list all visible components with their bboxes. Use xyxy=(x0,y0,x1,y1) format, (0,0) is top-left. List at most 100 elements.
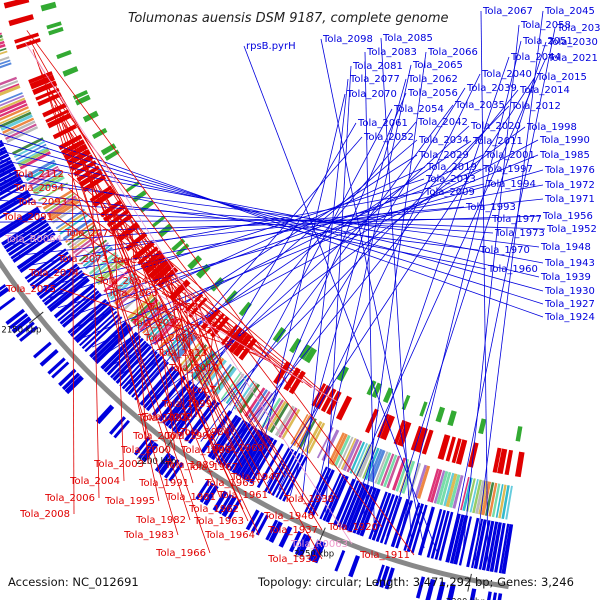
gc-skew-tick xyxy=(56,50,72,60)
gene-label: cobT xyxy=(192,385,217,396)
reverse-gene-arrow xyxy=(14,32,40,44)
gene-label: Tola_1969 xyxy=(213,443,264,454)
gene-label: Tola_1999 xyxy=(161,399,212,410)
forward-gene-arrow xyxy=(3,219,48,250)
gc-skew-tick xyxy=(151,215,166,228)
gene-label: Tola_1966 xyxy=(155,548,206,559)
gc-skew-tick xyxy=(435,406,446,423)
label-connector-line xyxy=(113,208,125,482)
cog-category-block xyxy=(203,359,227,389)
gene-label: Tola_2081 xyxy=(352,61,403,72)
forward-gene-arrow xyxy=(371,492,392,541)
forward-gene-arrow xyxy=(0,179,24,196)
cog-category-block xyxy=(96,261,125,285)
gene-label: Tola_1967 xyxy=(187,462,238,473)
gene-label: Tola_2009 xyxy=(424,187,475,198)
cog-category-block xyxy=(0,83,20,93)
gc-skew-tick xyxy=(447,410,457,427)
forward-gene-arrow xyxy=(312,541,326,564)
label-connector-line xyxy=(233,87,466,464)
gene-label: Tola_2023 xyxy=(156,348,207,359)
cog-category-block xyxy=(436,470,449,505)
forward-gene-arrow xyxy=(481,520,495,571)
gene-label: Tola_1952 xyxy=(546,224,597,235)
label-connector-line xyxy=(35,58,323,531)
forward-gene-arrow xyxy=(384,567,395,590)
label-connector-line xyxy=(26,191,424,267)
gene-label: Tola_2019 xyxy=(426,162,477,173)
forward-gene-arrow xyxy=(184,399,217,442)
cog-category-block xyxy=(0,40,5,45)
label-connector-line xyxy=(325,65,352,513)
forward-gene-arrow xyxy=(154,452,172,473)
cog-category-block xyxy=(416,465,431,499)
gc-skew-tick xyxy=(48,26,64,36)
kbp-tick-label: 2250 kbp xyxy=(294,549,334,559)
reverse-gene-arrow xyxy=(451,438,462,464)
forward-gene-arrow xyxy=(58,368,77,387)
cog-category-block xyxy=(264,399,284,430)
cog-category-block xyxy=(346,440,363,473)
forward-gene-arrow xyxy=(466,517,480,568)
label-connector-line xyxy=(480,10,489,563)
label-connector-line xyxy=(0,133,544,305)
cog-category-block xyxy=(414,464,428,498)
cog-category-block xyxy=(26,162,57,182)
gc-skew-tick xyxy=(478,418,487,435)
label-connector-line xyxy=(191,298,217,405)
cog-category-block xyxy=(370,449,386,483)
reverse-gene-arrow xyxy=(421,429,434,455)
forward-gene-arrow xyxy=(278,454,304,500)
forward-gene-arrow xyxy=(453,515,469,565)
cog-category-block xyxy=(383,454,398,488)
gene-label: Tola_2020 xyxy=(470,121,521,132)
reverse-gene-arrow xyxy=(497,448,508,475)
cog-category-block xyxy=(67,224,96,246)
label-connector-line xyxy=(137,239,269,449)
forward-gene-arrow xyxy=(501,524,514,574)
cog-category-block xyxy=(481,481,492,516)
gene-label: Tola_2002 xyxy=(141,412,192,423)
label-connector-line xyxy=(76,149,273,496)
cog-category-block xyxy=(488,482,498,517)
gene-label: Tola_1956 xyxy=(542,211,593,222)
gene-label: Tola_R0063 xyxy=(290,539,348,550)
gene-label: Tola_2010 xyxy=(168,363,219,374)
label-connector-line xyxy=(32,49,211,554)
label-connector-line xyxy=(0,190,479,251)
cog-category-block xyxy=(186,346,210,374)
cog-category-block xyxy=(0,103,28,118)
gene-label: Tola_1937 xyxy=(267,525,318,536)
label-connector-line xyxy=(33,184,544,278)
title-backdrop xyxy=(118,6,472,26)
forward-gene-arrow xyxy=(61,372,81,391)
label-connector-lines xyxy=(0,10,556,563)
reverse-gene-arrow xyxy=(288,370,306,395)
forward-gene-arrow xyxy=(67,298,108,334)
forward-gene-arrow xyxy=(113,419,130,439)
cog-category-block xyxy=(153,318,179,346)
label-connector-line xyxy=(0,199,494,234)
forward-gene-arrow xyxy=(36,263,78,297)
cog-category-block xyxy=(465,478,476,512)
cog-category-block xyxy=(374,451,389,484)
gene-label: rdgC xyxy=(113,255,137,266)
forward-gene-arrow xyxy=(47,357,66,375)
label-connector-line xyxy=(266,76,536,484)
gene-label: Tola_1971 xyxy=(544,194,595,205)
reverse-gene-arrow xyxy=(492,447,502,473)
cog-category-block xyxy=(0,34,3,39)
gene-label: Tola_2008 xyxy=(19,509,70,520)
label-connector-line xyxy=(200,104,454,442)
label-connector-line xyxy=(81,157,221,498)
forward-gene-arrow xyxy=(347,484,370,533)
gene-label: Tola_1963 xyxy=(193,516,244,527)
cog-category-block xyxy=(342,438,360,472)
gene-label: Tola_2011 xyxy=(472,136,523,147)
forward-gene-arrow xyxy=(417,506,435,556)
forward-gene-arrow xyxy=(379,565,390,588)
gene-label: Tola_2091 xyxy=(2,212,53,223)
forward-gene-arrow xyxy=(498,523,510,574)
kbp-tick-label: 2150 kbp xyxy=(1,326,41,336)
